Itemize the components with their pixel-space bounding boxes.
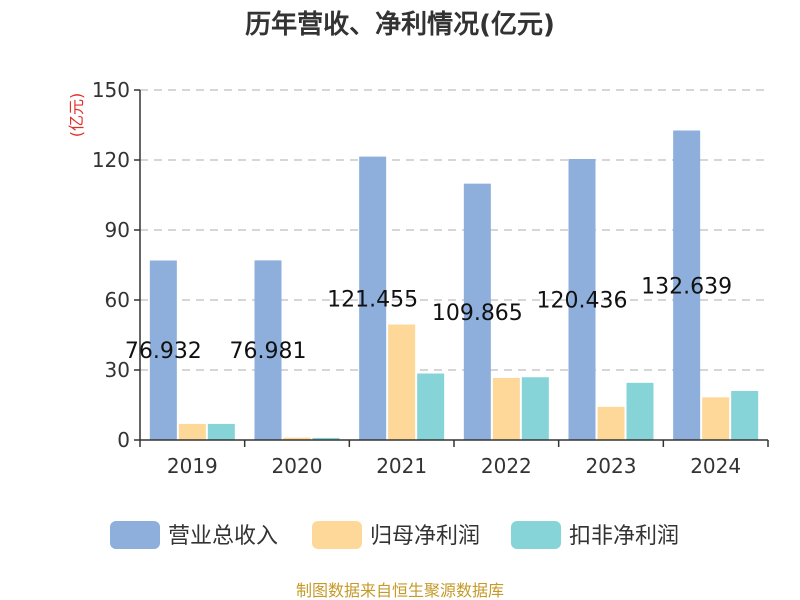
y-tick-label: 120: [92, 148, 130, 172]
x-tick-label: 2021: [376, 454, 427, 478]
legend: 营业总收入 归母净利润 扣非净利润: [110, 521, 679, 549]
grid-lines: [140, 89, 768, 371]
data-label: 120.436: [537, 288, 628, 313]
bar-2024-series-1: [702, 397, 730, 440]
bar-2021-series-1: [388, 324, 416, 440]
bar-2024-series-2: [731, 391, 759, 440]
data-label: 109.865: [432, 301, 523, 326]
data-label: 76.932: [125, 339, 202, 364]
chart-title: 历年营收、净利情况(亿元): [245, 9, 555, 40]
y-tick-label: 60: [105, 288, 130, 312]
data-labels: 76.932 76.981 121.455 109.865 120.436 132.639: [125, 274, 732, 364]
bar-2020-series-2: [312, 437, 340, 440]
bar-2021-series-2: [417, 373, 445, 440]
data-label: 121.455: [327, 287, 418, 312]
bar-2023-series-0: [568, 158, 596, 440]
legend-label: 营业总收入: [168, 524, 278, 549]
bar-2024-series-0: [673, 130, 701, 440]
y-axis-label: (亿元): [67, 93, 86, 138]
legend-swatch: [110, 521, 160, 549]
x-tick-label: 2023: [586, 454, 637, 478]
y-tick-label: 0: [117, 428, 130, 452]
legend-item: 扣非净利润: [511, 521, 679, 549]
y-axis-ticks: 0 30 60 90 120 150: [92, 78, 140, 452]
bar-2019-series-1: [178, 423, 206, 440]
y-tick-label: 90: [105, 218, 130, 242]
x-tick-label: 2024: [690, 454, 741, 478]
bar-2022-series-2: [521, 377, 549, 440]
bar-2020-series-0: [254, 260, 282, 440]
bar-2021-series-0: [359, 156, 387, 441]
x-axis-ticks: 2019 2020 2021 2022 2023 2024: [139, 440, 769, 478]
legend-label: 归母净利润: [370, 524, 480, 549]
bars: [149, 130, 759, 441]
y-tick-label: 150: [92, 78, 130, 102]
bar-2020-series-1: [283, 437, 311, 440]
source-note: 制图数据来自恒生聚源数据库: [296, 581, 504, 600]
legend-label: 扣非净利润: [569, 524, 679, 549]
bar-2019-series-2: [207, 423, 235, 440]
bar-2022-series-0: [463, 183, 491, 441]
x-tick-label: 2020: [272, 454, 323, 478]
legend-item: 归母净利润: [312, 521, 480, 549]
y-tick-label: 30: [105, 358, 130, 382]
bar-2022-series-1: [492, 377, 520, 440]
data-label: 76.981: [230, 339, 307, 364]
x-tick-label: 2019: [167, 454, 218, 478]
bar-2023-series-1: [597, 406, 625, 440]
x-tick-label: 2022: [481, 454, 532, 478]
legend-swatch: [511, 521, 561, 549]
bar-2023-series-2: [626, 382, 654, 440]
legend-swatch: [312, 521, 362, 549]
data-label: 132.639: [641, 274, 732, 299]
bar-2019-series-0: [149, 260, 177, 440]
legend-item: 营业总收入: [110, 521, 278, 549]
